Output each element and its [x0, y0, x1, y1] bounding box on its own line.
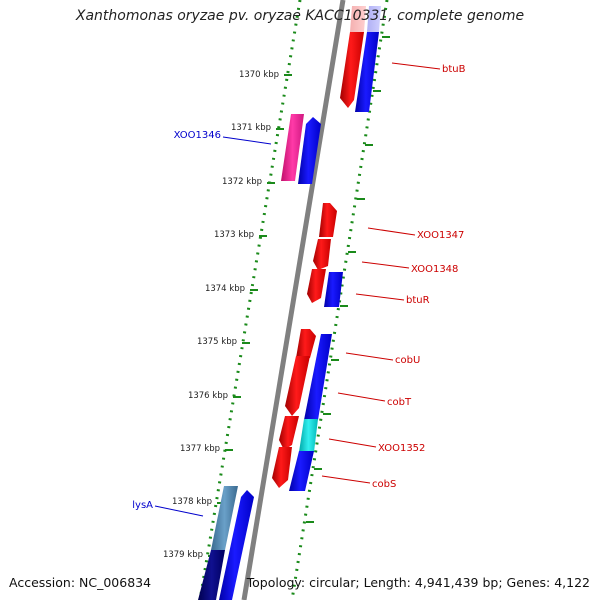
gene-btuR-fwd[interactable] [307, 269, 326, 303]
gene-XOO1352-rev[interactable] [299, 419, 318, 452]
gene-label-btuR[interactable]: btuR [406, 295, 430, 306]
gene-cobS-fwd[interactable] [272, 447, 292, 488]
gene-btuB-fwd-light[interactable] [350, 6, 366, 32]
gene-XOO1346-pink[interactable] [281, 114, 304, 181]
outer-major-ticks [306, 36, 390, 523]
gene-label-cobS[interactable]: cobS [372, 479, 396, 490]
forward-strand-genes [272, 6, 366, 488]
gene-label-XOO1348[interactable]: XOO1348 [411, 264, 458, 275]
gene-label-XOO1347[interactable]: XOO1347 [417, 230, 464, 241]
scale-label: 1373 kbp [214, 230, 254, 240]
gene-label-cobU[interactable]: cobU [395, 355, 420, 366]
gene-XOO1346-blue[interactable] [298, 117, 321, 184]
genome-title: Xanthomonas oryzae pv. oryzae KACC10331,… [75, 8, 525, 24]
gene-btuR-rev[interactable] [324, 272, 343, 307]
scale-label: 1370 kbp [239, 70, 279, 80]
gene-cobT-fwd[interactable] [285, 356, 310, 416]
gene-label-lysA[interactable]: lysA [132, 500, 153, 511]
gene-XOO1348[interactable] [313, 239, 331, 270]
scale-label: 1379 kbp [163, 550, 203, 560]
gene-btuB-rev-light[interactable] [367, 6, 381, 32]
scale-label: 1378 kbp [172, 497, 212, 507]
genome-backbone [241, 0, 346, 600]
gene-label-XOO1352[interactable]: XOO1352 [378, 443, 425, 454]
gene-label-XOO1346[interactable]: XOO1346 [174, 130, 221, 141]
scale-label: 1377 kbp [180, 444, 220, 454]
gene-cobS-rev[interactable] [289, 451, 314, 491]
gene-lysA-steel[interactable] [211, 486, 238, 550]
inner-ring-ticks [198, 0, 302, 600]
gene-lysA-blue[interactable] [219, 490, 254, 600]
scale-label: 1371 kbp [231, 123, 271, 133]
scale-label: 1376 kbp [188, 391, 228, 401]
gene-cobT-rev[interactable] [304, 334, 332, 420]
leader-lines [154, 62, 441, 517]
gene-label-btuB[interactable]: btuB [442, 64, 466, 75]
accession-text: Accession: NC_006834 [9, 575, 152, 590]
scale-label: 1374 kbp [205, 284, 245, 294]
gene-XOO1347[interactable] [319, 203, 337, 237]
scale-labels: 1370 kbp 1371 kbp 1372 kbp 1373 kbp 1374… [163, 70, 279, 560]
gene-lysA-navy[interactable] [198, 550, 225, 600]
gene-cobU[interactable] [296, 329, 316, 358]
gene-btuB-rev[interactable] [355, 32, 379, 112]
genome-summary-text: Topology: circular; Length: 4,941,439 bp… [246, 575, 590, 590]
gene-btuB-fwd[interactable] [340, 32, 364, 108]
gene-label-cobT[interactable]: cobT [387, 397, 412, 408]
reverse-strand-genes [198, 6, 381, 600]
gene-XOO1352-fwd[interactable] [279, 416, 299, 450]
scale-label: 1375 kbp [197, 337, 237, 347]
scale-label: 1372 kbp [222, 177, 262, 187]
